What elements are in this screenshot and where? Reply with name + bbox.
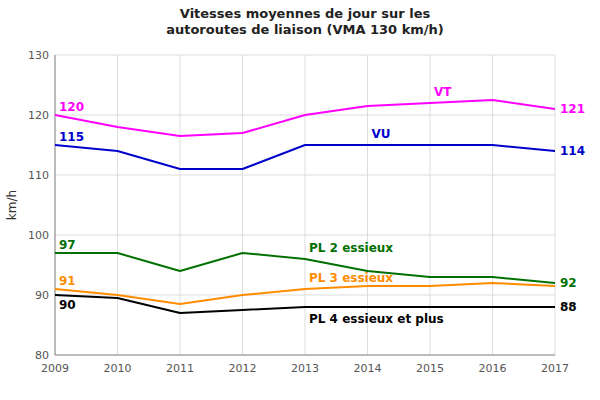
x-tick-label: 2009 (41, 362, 69, 375)
y-axis (55, 55, 56, 355)
y-tick-label: 120 (28, 109, 49, 122)
x-tick-label: 2011 (166, 362, 194, 375)
x-grid-line (117, 55, 118, 355)
x-grid-line (305, 55, 306, 355)
x-grid-line (55, 55, 56, 355)
x-axis (55, 355, 555, 356)
value-annotation: 121 (560, 102, 585, 116)
series-label: PL 3 essieux (309, 271, 393, 285)
x-grid-line (430, 55, 431, 355)
x-tick-label: 2017 (541, 362, 569, 375)
y-axis-label: km/h (5, 190, 19, 220)
series-line (55, 295, 555, 313)
x-grid-line (180, 55, 181, 355)
y-tick-label: 110 (28, 169, 49, 182)
x-tick-label: 2014 (354, 362, 382, 375)
y-tick-label: 100 (28, 229, 49, 242)
title: Vitesses moyennes de jour sur lesautorou… (166, 6, 444, 37)
y-tick-label: 80 (35, 349, 49, 362)
y-tick-label: 130 (28, 49, 49, 62)
x-tick-label: 2012 (229, 362, 257, 375)
x-tick-label: 2010 (104, 362, 132, 375)
series-label: VU (372, 127, 391, 141)
series-line (55, 145, 555, 169)
x-grid-line (555, 55, 556, 355)
x-tick-label: 2015 (416, 362, 444, 375)
value-annotation: 88 (560, 300, 577, 314)
value-annotation: 92 (560, 276, 577, 290)
x-tick-label: 2013 (291, 362, 319, 375)
value-annotation: 90 (59, 298, 76, 312)
y-grid-line (55, 355, 555, 356)
x-tick-label: 2016 (479, 362, 507, 375)
series-label: PL 2 essieux (309, 241, 393, 255)
value-annotation: 120 (59, 100, 84, 114)
value-annotation: 114 (560, 144, 585, 158)
grid (55, 55, 555, 355)
series-line (55, 253, 555, 283)
series-label: PL 4 essieux et plus (309, 312, 444, 326)
chart: Vitesses moyennes de jour sur lesautorou… (0, 0, 600, 400)
value-annotation: 91 (59, 274, 76, 288)
value-annotation: 97 (59, 238, 76, 252)
series-line (55, 100, 555, 136)
series-label: VT (434, 85, 452, 99)
x-grid-line (367, 55, 368, 355)
y-tick-label: 90 (35, 289, 49, 302)
value-annotation: 115 (59, 130, 84, 144)
plot-area (55, 100, 555, 313)
